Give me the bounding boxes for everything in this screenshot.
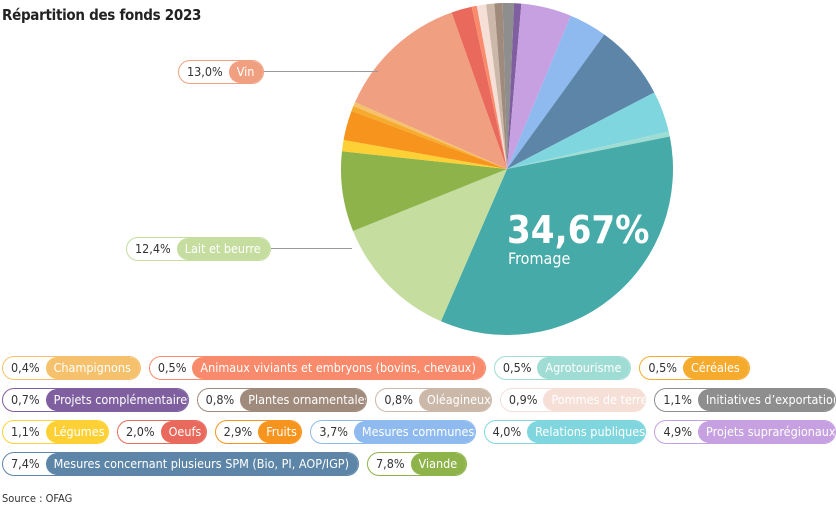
legend-label: Projets suprarégionaux xyxy=(698,421,836,443)
legend-pct: 0,8% xyxy=(384,392,413,407)
pie-slice-ol-agineux xyxy=(486,3,507,170)
legend-label: Animaux viviants et embryons (bovins, ch… xyxy=(192,357,485,379)
pie-slice-projets-suprar-gionaux xyxy=(507,3,571,169)
legend-item: 0,5% Animaux viviants et embryons (bovins… xyxy=(148,356,486,380)
legend-label: Mesures communes xyxy=(353,421,475,443)
pie-slice-viande xyxy=(341,151,507,232)
legend-label: Champignons xyxy=(45,357,140,379)
pie-slice-mesures-concernant-plusieurs-spm-bio-pi-aop-igp- xyxy=(507,34,655,170)
legend-item: 0,7% Projets complémentaires xyxy=(2,388,189,412)
legend-pct: 2,9% xyxy=(223,424,253,439)
callout-pct: 13,0% xyxy=(187,64,223,79)
legend-label: Agrotourisme xyxy=(537,357,631,379)
pie-slice-projets-compl-mentaires xyxy=(507,3,522,170)
pie-slice-fromage xyxy=(440,136,673,335)
legend: 0,4% Champignons 0,5% Animaux viviants et e… xyxy=(2,356,836,484)
pie-slice-relations-publiques xyxy=(507,92,669,169)
legend-pct: 4,9% xyxy=(663,424,693,439)
legend-pct: 4,0% xyxy=(492,424,522,439)
callout-line-lait xyxy=(262,248,352,249)
callout-pill: 13,0% Vin xyxy=(178,60,265,84)
pie-slice-animaux-viviants-et-embryons-bovins-chevaux- xyxy=(471,5,507,169)
legend-pct: 0,5% xyxy=(502,360,532,375)
legend-label: Oléagineux xyxy=(418,389,491,411)
callout-pct: 12,4% xyxy=(135,241,171,256)
legend-row: 0,4% Champignons 0,5% Animaux viviants et e… xyxy=(2,356,836,380)
chart-title: Répartition des fonds 2023 xyxy=(2,6,202,24)
legend-pct: 1,1% xyxy=(663,392,692,407)
legend-row: 0,7% Projets complémentaires 0,8% Plantes o… xyxy=(2,388,836,412)
callout-label: Vin xyxy=(228,61,264,83)
pie-slice-fruits xyxy=(343,110,507,169)
legend-item: 1,1% Légumes xyxy=(2,420,109,444)
legend-item: 4,9% Projets suprarégionaux xyxy=(654,420,836,444)
callout-pill: 12,4% Lait et beurre xyxy=(126,237,271,261)
pie-slice-champignons xyxy=(353,102,507,169)
callout-line-vin xyxy=(263,71,378,72)
legend-label: Plantes ornamentales xyxy=(240,389,367,411)
callout-vin: 13,0% Vin xyxy=(178,60,265,84)
legend-label: Projets complémentaires xyxy=(45,389,188,411)
legend-pct: 0,9% xyxy=(508,392,538,407)
legend-item: 1,1% Initiatives d’exportation xyxy=(654,388,836,412)
pie-slice-lait-et-beurre xyxy=(353,169,507,322)
legend-item: 0,8% Oléagineux xyxy=(375,388,492,412)
callout-lait: 12,4% Lait et beurre xyxy=(126,237,271,261)
legend-item: 0,5% Céréales xyxy=(639,356,750,380)
pie-slice-mesures-communes xyxy=(507,15,605,170)
highlight-value: 34,67% xyxy=(507,208,650,252)
legend-label: Pommes de terre xyxy=(543,389,646,411)
pie-slice-pommes-de-terre xyxy=(476,4,507,170)
legend-pct: 0,4% xyxy=(11,360,40,375)
legend-item: 7,4% Mesures concernant plusieurs SPM (Bi… xyxy=(2,452,359,476)
legend-pct: 0,5% xyxy=(157,360,187,375)
legend-pct: 1,1% xyxy=(11,424,40,439)
legend-item: 0,9% Pommes de terre xyxy=(499,388,647,412)
highlight-label: Fromage xyxy=(508,249,571,268)
legend-row: 7,4% Mesures concernant plusieurs SPM (Bi… xyxy=(2,452,836,476)
callout-label: Lait et beurre xyxy=(176,238,270,260)
pie-slice-l-gumes xyxy=(341,139,507,169)
pie-slice-initiatives-d-exportation xyxy=(502,2,515,169)
legend-item: 2,9% Fruits xyxy=(214,420,303,444)
legend-row: 1,1% Légumes 2,0% Oeufs 2,9% Fruits 3,7% Mesure… xyxy=(2,420,836,444)
legend-pct: 0,8% xyxy=(205,392,235,407)
pie-slice-vin xyxy=(355,12,507,170)
pie-slice-agrotourisme xyxy=(507,131,670,169)
legend-pct: 2,0% xyxy=(125,424,155,439)
legend-item: 7,8% Viande xyxy=(366,452,468,476)
legend-label: Fruits xyxy=(258,421,302,443)
legend-pct: 0,7% xyxy=(11,392,40,407)
legend-item: 3,7% Mesures communes xyxy=(310,420,476,444)
legend-pct: 0,5% xyxy=(648,360,677,375)
legend-label: Viande xyxy=(410,453,467,475)
legend-label: Légumes xyxy=(45,421,108,443)
legend-item: 0,5% Agrotourisme xyxy=(493,356,632,380)
legend-label: Mesures concernant plusieurs SPM (Bio, P… xyxy=(45,453,358,475)
legend-label: Céréales xyxy=(682,357,749,379)
legend-label: Relations publiques xyxy=(527,421,646,443)
legend-pct: 7,8% xyxy=(375,456,405,471)
legend-pct: 3,7% xyxy=(319,424,348,439)
legend-label: Initiatives d’exportation xyxy=(697,389,836,411)
legend-item: 0,4% Champignons xyxy=(2,356,141,380)
legend-label: Oeufs xyxy=(160,421,206,443)
pie-slice-oeufs xyxy=(451,6,507,170)
legend-item: 2,0% Oeufs xyxy=(116,420,207,444)
legend-item: 4,0% Relations publiques xyxy=(483,420,647,444)
source-note: Source : OFAG xyxy=(2,492,73,505)
pie-slice-c-r-ales xyxy=(351,105,507,169)
legend-item: 0,8% Plantes ornamentales xyxy=(196,388,368,412)
pie-slice-plantes-ornamentales xyxy=(494,3,507,169)
legend-pct: 7,4% xyxy=(11,456,40,471)
